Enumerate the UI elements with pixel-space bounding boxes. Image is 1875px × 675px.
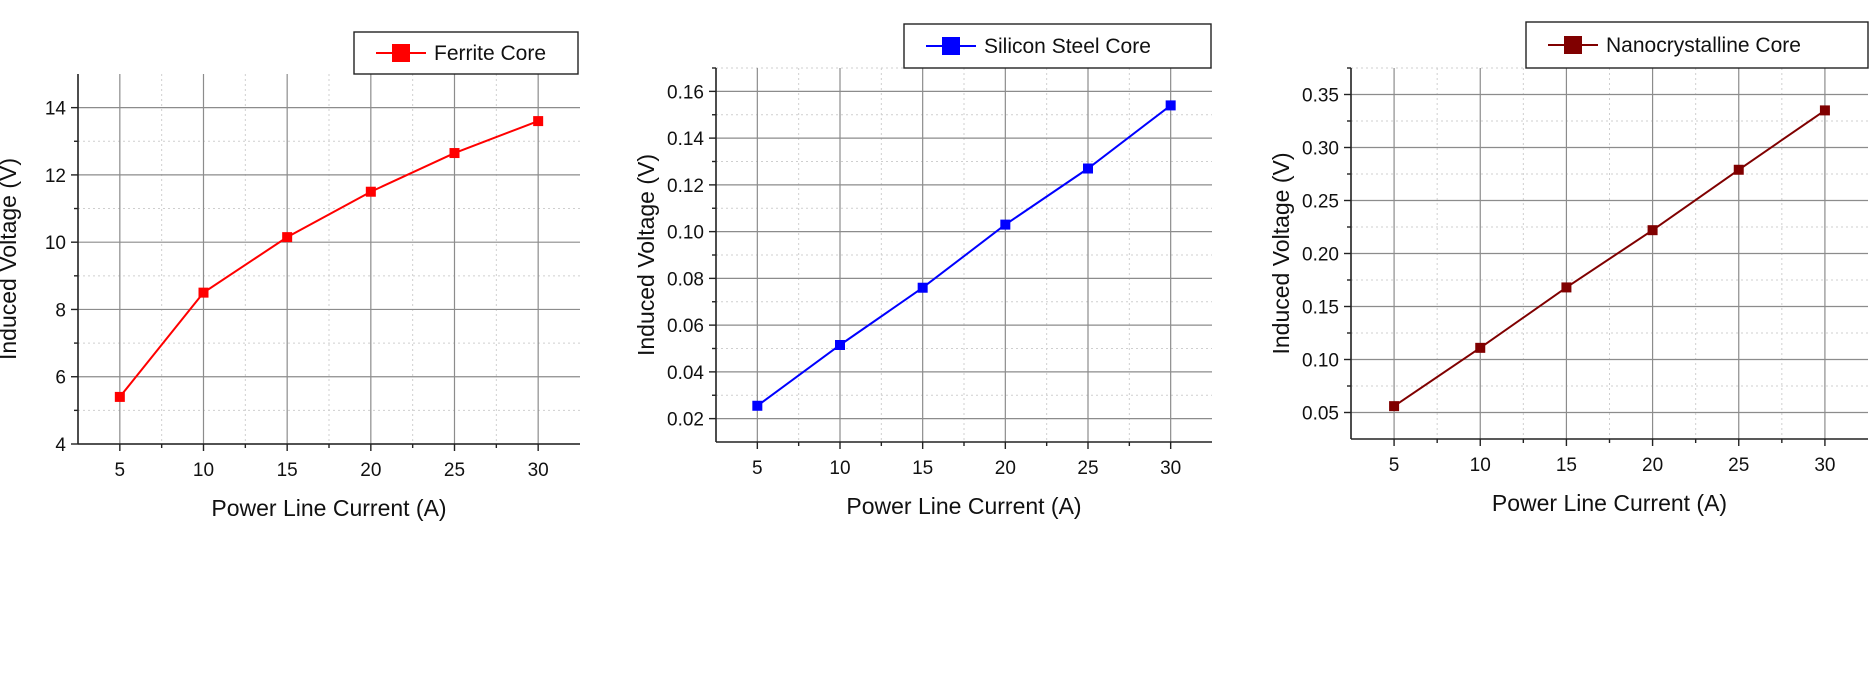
chart-2-legend: Silicon Steel Core — [903, 23, 1212, 69]
chart-1-x-tick-label: 25 — [444, 460, 465, 481]
chart-1-data-point — [365, 186, 376, 197]
chart-1-series-line — [119, 120, 539, 398]
chart-1-x-tick-label: 10 — [193, 460, 214, 481]
chart-3-y-tick-label: 0.30 — [1302, 139, 1339, 160]
chart-2-series-line — [756, 104, 1172, 407]
chart-2-legend-marker — [942, 37, 960, 55]
chart-3-y-tick-label: 0.15 — [1302, 298, 1339, 319]
chart-2-data-point — [835, 339, 845, 350]
chart-2-x-tick-label: 10 — [829, 458, 850, 479]
chart-1: 5 10 15 20 25 30 4 6 8 10 12 14 Power Line Current (… — [0, 31, 580, 521]
chart-1-x-tick-label: 15 — [277, 460, 298, 481]
chart-1-legend: Ferrite Core — [353, 31, 579, 75]
chart-1-y-tick-label: 4 — [55, 435, 66, 456]
chart-2-x-tick-label: 20 — [995, 458, 1016, 479]
chart-1-x-axis-title: Power Line Current (A) — [211, 495, 446, 521]
chart-3-data-point — [1475, 342, 1486, 353]
chart-3-legend: Nanocrystalline Core — [1525, 21, 1869, 69]
chart-2-x-tick-label: 25 — [1077, 458, 1098, 479]
chart-3-legend-label: Nanocrystalline Core — [1606, 34, 1801, 57]
chart-1-y-axis-title: Induced Voltage (V) — [0, 158, 21, 360]
chart-1-x-tick-label: 5 — [115, 460, 126, 481]
chart-3-legend-marker — [1564, 36, 1582, 54]
chart-2-y-tick-label: 0.04 — [667, 363, 704, 384]
chart-3-data-point — [1389, 401, 1400, 412]
chart-3-data-point — [1647, 225, 1658, 236]
chart-1-x-tick-label: 30 — [528, 460, 549, 481]
chart-3: 5 10 15 20 25 30 0.05 0.10 0.15 0.20 0.25 0.30 0.35 P… — [1268, 21, 1869, 516]
chart-3-y-tick-label: 0.35 — [1302, 86, 1339, 107]
chart-3-x-axis-title: Power Line Current (A) — [1492, 490, 1727, 516]
chart-1-y-tick-label: 10 — [45, 233, 66, 254]
chart-2-data-point — [1083, 163, 1093, 174]
chart-3-y-tick-label: 0.10 — [1302, 351, 1339, 372]
chart-3-x-tick-label: 10 — [1470, 455, 1491, 476]
chart-2-x-axis-title: Power Line Current (A) — [846, 493, 1081, 519]
chart-2-y-tick-label: 0.06 — [667, 316, 704, 337]
chart-3-x-tick-label: 20 — [1642, 455, 1663, 476]
chart-1-y-tick-label: 8 — [55, 300, 66, 321]
chart-2-y-tick-label: 0.12 — [667, 176, 704, 197]
chart-3-data-point — [1561, 282, 1572, 293]
chart-2-y-tick-label: 0.16 — [667, 82, 704, 103]
chart-3-x-tick-label: 15 — [1556, 455, 1577, 476]
chart-3-data-point — [1733, 164, 1744, 175]
chart-1-data-point — [449, 148, 460, 159]
chart-1-y-tick-label: 12 — [45, 166, 66, 187]
chart-2-legend-label: Silicon Steel Core — [984, 35, 1151, 58]
chart-1-legend-marker — [392, 44, 410, 62]
chart-2-data-point — [1000, 219, 1011, 230]
chart-1-legend-label: Ferrite Core — [434, 42, 546, 65]
chart-2-y-tick-label: 0.14 — [667, 129, 704, 150]
chart-2-y-tick-label: 0.02 — [667, 410, 704, 431]
chart-1-data-point — [198, 287, 209, 298]
chart-2-data-point — [917, 282, 928, 293]
chart-2-y-axis-title: Induced Voltage (V) — [633, 154, 659, 356]
chart-2: 5 10 15 20 25 30 0.02 0.04 0.06 0.08 0.10 0.12 0.14 0… — [633, 23, 1212, 519]
chart-1-data-point — [282, 232, 293, 243]
chart-3-y-axis-title: Induced Voltage (V) — [1268, 152, 1294, 354]
chart-3-y-tick-label: 0.05 — [1302, 404, 1339, 425]
chart-3-data-point — [1819, 105, 1830, 116]
chart-1-y-tick-label: 14 — [45, 99, 67, 120]
chart-1-y-tick-label: 6 — [55, 368, 66, 389]
chart-2-data-point — [752, 400, 763, 411]
chart-2-x-tick-label: 15 — [912, 458, 933, 479]
chart-2-data-point — [1165, 100, 1176, 111]
chart-3-y-tick-label: 0.25 — [1302, 192, 1339, 213]
chart-2-x-tick-label: 30 — [1160, 458, 1181, 479]
chart-1-x-tick-label: 20 — [360, 460, 381, 481]
chart-3-y-tick-label: 0.20 — [1302, 245, 1339, 266]
chart-1-legend-box — [353, 31, 579, 75]
chart-3-x-tick-label: 5 — [1389, 455, 1400, 476]
chart-3-x-tick-label: 25 — [1728, 455, 1749, 476]
chart-1-data-point — [533, 116, 544, 127]
chart-3-series-line — [1393, 109, 1826, 407]
chart-2-y-tick-label: 0.10 — [667, 223, 704, 244]
chart-2-x-tick-label: 5 — [752, 458, 763, 479]
chart-1-data-point — [114, 391, 125, 402]
chart-2-y-tick-label: 0.08 — [667, 269, 704, 290]
chart-3-x-tick-label: 30 — [1814, 455, 1835, 476]
